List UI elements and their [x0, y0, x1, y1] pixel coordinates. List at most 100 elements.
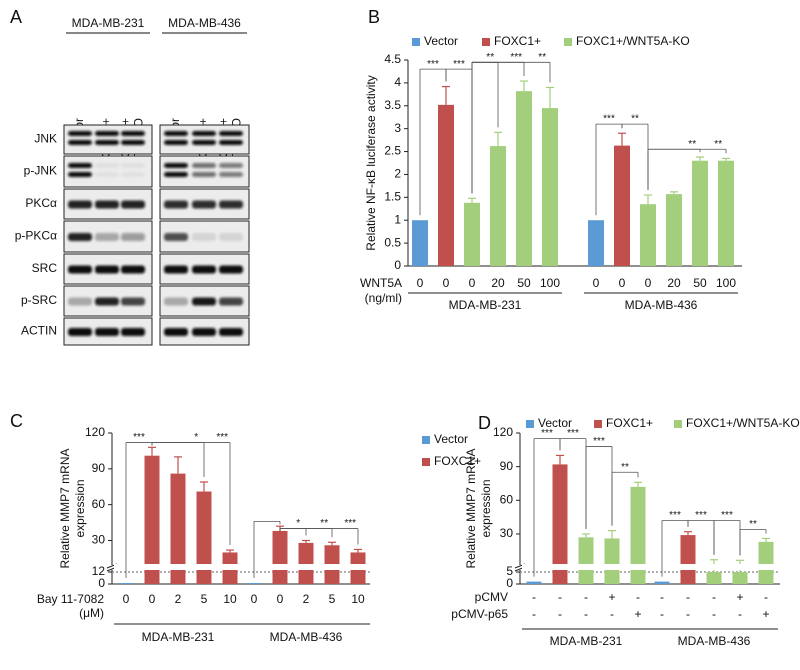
x-tick-label: 50	[693, 276, 707, 290]
row-label: p-SRC	[21, 293, 57, 307]
legend-swatch	[674, 420, 682, 428]
band	[95, 163, 119, 168]
band	[192, 131, 216, 136]
band	[164, 163, 188, 168]
y-tick-label: 1	[394, 212, 401, 226]
x-tick-label: 0	[593, 276, 600, 290]
significance: **	[486, 52, 494, 63]
bar	[516, 91, 532, 266]
significance: ***	[427, 59, 439, 70]
row-label: WNT5A	[360, 276, 402, 290]
group-label: MDA-MB-231	[550, 634, 623, 648]
significance: ***	[695, 510, 707, 521]
y-tick-label: 120	[493, 425, 513, 439]
x-tick-label: -	[712, 607, 716, 621]
significance: ***	[510, 52, 522, 63]
y-tick-label: 1.5	[384, 190, 401, 204]
band	[164, 131, 188, 136]
band	[164, 233, 188, 241]
bar	[438, 104, 454, 267]
legend-label: FOXC1+/WNT5A-KO	[686, 416, 800, 430]
legend-swatch	[422, 458, 430, 466]
row-label: JNK	[34, 132, 57, 146]
x-tick-label: +	[736, 590, 743, 604]
y-axis-label: Relative MMP7 mRNA	[464, 448, 478, 568]
y-axis-label: expression	[479, 479, 493, 537]
panel-letter: B	[368, 7, 380, 27]
band	[121, 328, 145, 336]
bar	[246, 583, 262, 584]
x-tick-label: 0	[645, 276, 652, 290]
group-label: MDA-MB-436	[270, 630, 343, 644]
row-label: (ng/ml)	[365, 291, 402, 305]
x-tick-label: 0	[123, 592, 130, 606]
x-tick-label: -	[636, 590, 640, 604]
band	[192, 172, 216, 177]
band	[95, 328, 119, 336]
bar	[542, 108, 558, 266]
bar	[490, 146, 506, 266]
x-tick-label: 0	[443, 276, 450, 290]
bar	[666, 194, 682, 266]
band	[121, 200, 145, 209]
group-label: MDA-MB-436	[168, 16, 241, 30]
band	[192, 328, 216, 336]
band	[192, 265, 216, 274]
significance: ***	[453, 59, 465, 70]
bar	[640, 204, 656, 266]
bar	[732, 572, 748, 584]
panel-letter: C	[10, 411, 23, 431]
significance: ***	[133, 432, 145, 443]
band	[68, 172, 92, 177]
y-tick-label: 0	[506, 576, 513, 590]
significance: **	[621, 462, 629, 473]
y-tick-label: 0	[98, 576, 105, 590]
bar	[758, 541, 774, 584]
x-tick-label: -	[558, 590, 562, 604]
x-tick-label: 0	[277, 592, 284, 606]
band	[95, 297, 119, 306]
band	[68, 140, 92, 145]
band	[68, 233, 92, 241]
bar	[692, 160, 708, 266]
y-tick-label: 3.5	[384, 98, 401, 112]
blot-box	[63, 155, 153, 188]
y-tick-label: 12	[92, 564, 106, 578]
y-axis-label: Relative NF-κB luciferase activity	[364, 75, 378, 250]
band	[192, 163, 216, 168]
group-label: MDA-MB-231	[449, 298, 522, 312]
band	[95, 200, 119, 209]
band	[219, 328, 243, 336]
y-tick-label: 120	[85, 425, 105, 439]
x-tick-label: 100	[540, 276, 560, 290]
band	[95, 233, 119, 241]
band	[219, 297, 243, 306]
x-tick-label: +	[608, 590, 615, 604]
bar	[196, 491, 212, 584]
legend-swatch	[482, 38, 490, 46]
band	[219, 163, 243, 168]
bar	[706, 572, 722, 584]
row-label: p-JNK	[24, 164, 57, 178]
y-tick-label: 30	[500, 526, 514, 540]
band	[164, 297, 188, 306]
band	[121, 297, 145, 306]
x-tick-label: 5	[201, 592, 208, 606]
band	[219, 131, 243, 136]
bar	[464, 202, 480, 266]
band	[68, 297, 92, 306]
row-label: p-PKCα	[15, 229, 57, 243]
significance: ***	[669, 510, 681, 521]
bar	[680, 535, 696, 584]
x-tick-label: 2	[175, 592, 182, 606]
x-tick-label: 0	[619, 276, 626, 290]
x-tick-label: +	[762, 607, 769, 621]
group-label: MDA-MB-436	[625, 298, 698, 312]
bar	[118, 583, 134, 584]
bar	[578, 537, 594, 584]
band	[121, 233, 145, 241]
band	[164, 265, 188, 274]
bar	[298, 542, 314, 584]
band	[95, 140, 119, 145]
y-tick-label: 2	[394, 167, 401, 181]
